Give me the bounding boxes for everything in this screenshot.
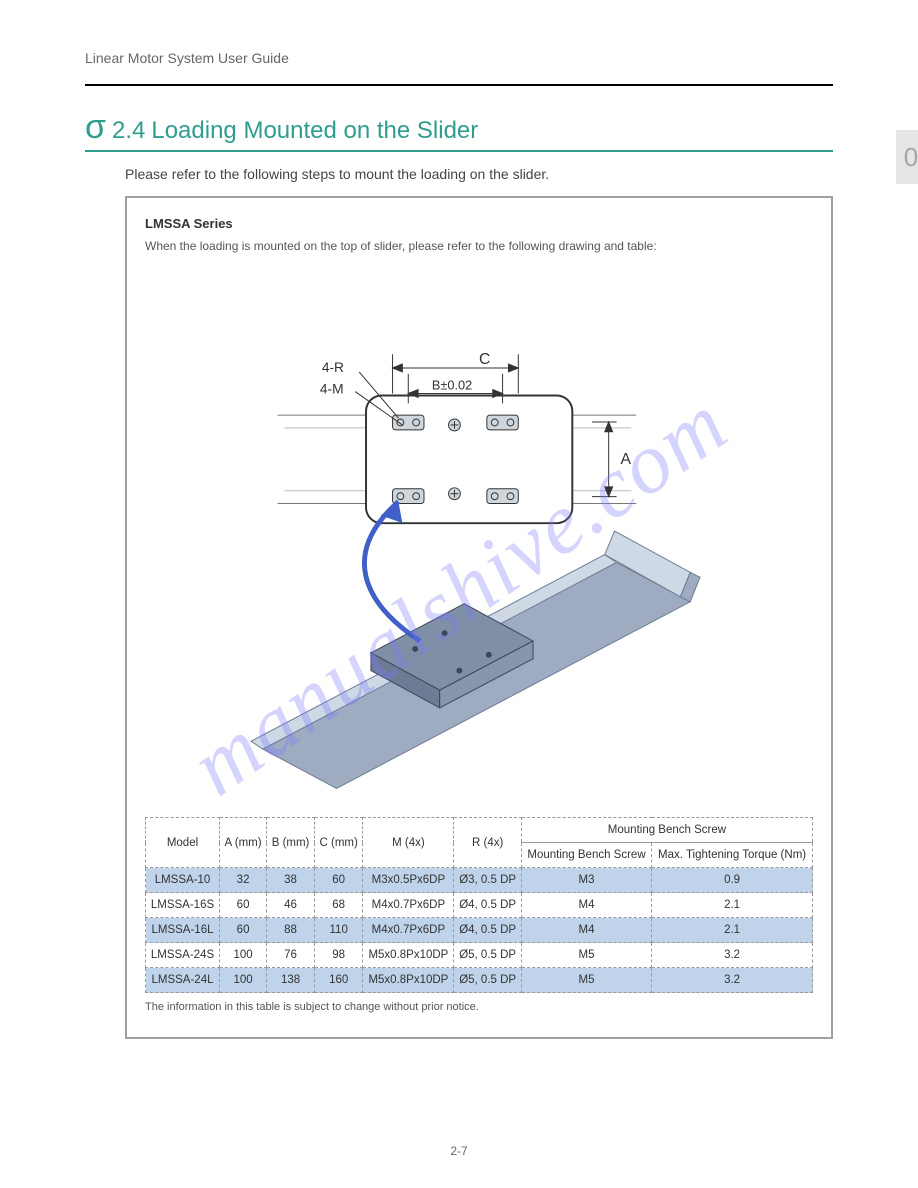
cell: 60 <box>220 918 267 943</box>
table-row: LMSSA-24S 100 76 98 M5x0.8Px10DP Ø5, 0.5… <box>146 943 813 968</box>
th-torque: Max. Tightening Torque (Nm) <box>652 843 813 868</box>
dim-label-B: B±0.02 <box>432 378 472 393</box>
cell: 60 <box>220 893 267 918</box>
cell: 60 <box>314 868 362 893</box>
th-model: Model <box>146 818 220 868</box>
callout-R: 4-R <box>322 360 344 375</box>
th-screw-group: Mounting Bench Screw <box>521 818 812 843</box>
chapter-digit-left: 0 <box>896 130 918 184</box>
cell: Ø5, 0.5 DP <box>454 968 521 993</box>
cell: LMSSA-16S <box>146 893 220 918</box>
header-title: Linear Motor System User Guide <box>85 50 289 66</box>
spec-table: Model A (mm) B (mm) C (mm) M (4x) R (4x)… <box>145 817 813 993</box>
cell: 3.2 <box>652 943 813 968</box>
section-rule <box>85 150 833 152</box>
cell: 0.9 <box>652 868 813 893</box>
cell: 100 <box>220 943 267 968</box>
cell: M5 <box>521 943 651 968</box>
figure-caption: When the loading is mounted on the top o… <box>145 239 813 253</box>
cell: 46 <box>267 893 315 918</box>
table-row: LMSSA-16L 60 88 110 M4x0.7Px6DP Ø4, 0.5 … <box>146 918 813 943</box>
section-title: Loading Mounted on the Slider <box>151 118 478 144</box>
cell: LMSSA-24S <box>146 943 220 968</box>
dim-label-C: C <box>479 351 490 368</box>
cell: 98 <box>314 943 362 968</box>
th-R: R (4x) <box>454 818 521 868</box>
figure-frame: LMSSA Series When the loading is mounted… <box>125 196 833 1039</box>
th-M: M (4x) <box>363 818 454 868</box>
cell: M3 <box>521 868 651 893</box>
cell: 68 <box>314 893 362 918</box>
table-row: LMSSA-24L 100 138 160 M5x0.8Px10DP Ø5, 0… <box>146 968 813 993</box>
technical-diagram: A B±0.02 C <box>145 273 813 793</box>
table-row: LMSSA-10 32 38 60 M3x0.5Px6DP Ø3, 0.5 DP… <box>146 868 813 893</box>
cell: 88 <box>267 918 315 943</box>
figure-subtitle: LMSSA Series <box>145 216 813 231</box>
cell: 76 <box>267 943 315 968</box>
callout-M: 4-M <box>320 382 344 397</box>
page: Linear Motor System User Guide 0 2 σ 2.4… <box>0 0 918 1188</box>
page-footer: 2-7 <box>0 1144 918 1158</box>
section-intro: Please refer to the following steps to m… <box>125 166 833 182</box>
page-header: Linear Motor System User Guide <box>85 40 833 86</box>
cell: 3.2 <box>652 968 813 993</box>
th-B: B (mm) <box>267 818 315 868</box>
section-number: 2.4 <box>112 118 145 144</box>
cell: M4x0.7Px6DP <box>363 893 454 918</box>
cell: LMSSA-10 <box>146 868 220 893</box>
cell: 100 <box>220 968 267 993</box>
cell: M5x0.8Px10DP <box>363 968 454 993</box>
cell: M3x0.5Px6DP <box>363 868 454 893</box>
cell: 110 <box>314 918 362 943</box>
cell: 32 <box>220 868 267 893</box>
cell: M5 <box>521 968 651 993</box>
cell: M4 <box>521 918 651 943</box>
chapter-tab: 0 2 <box>896 130 918 184</box>
cell: Ø3, 0.5 DP <box>454 868 521 893</box>
cell: Ø5, 0.5 DP <box>454 943 521 968</box>
cell: 38 <box>267 868 315 893</box>
cell: 2.1 <box>652 918 813 943</box>
sigma-icon: σ <box>85 110 106 144</box>
cell: M4 <box>521 893 651 918</box>
cell: M4x0.7Px6DP <box>363 918 454 943</box>
table-note: The information in this table is subject… <box>145 1001 813 1013</box>
dim-label-A: A <box>620 451 631 468</box>
section-heading: σ 2.4 Loading Mounted on the Slider <box>85 110 833 144</box>
th-screw: Mounting Bench Screw <box>521 843 651 868</box>
th-A: A (mm) <box>220 818 267 868</box>
cell: 138 <box>267 968 315 993</box>
th-C: C (mm) <box>314 818 362 868</box>
cell: LMSSA-16L <box>146 918 220 943</box>
table-row: LMSSA-16S 60 46 68 M4x0.7Px6DP Ø4, 0.5 D… <box>146 893 813 918</box>
cell: Ø4, 0.5 DP <box>454 893 521 918</box>
cell: LMSSA-24L <box>146 968 220 993</box>
cell: M5x0.8Px10DP <box>363 943 454 968</box>
diagram-svg: A B±0.02 C <box>145 273 813 793</box>
cell: 160 <box>314 968 362 993</box>
cell: Ø4, 0.5 DP <box>454 918 521 943</box>
cell: 2.1 <box>652 893 813 918</box>
